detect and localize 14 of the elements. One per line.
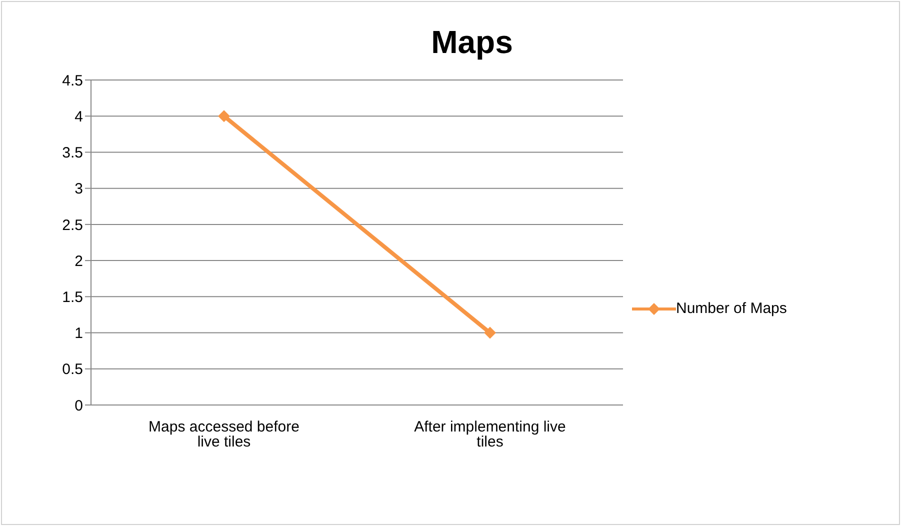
y-tick-label: 0.5 — [62, 361, 83, 378]
y-tick-label: 1.5 — [62, 288, 83, 306]
y-tick-label: 3.5 — [62, 144, 83, 162]
y-tick-label: 4.5 — [62, 72, 83, 90]
y-tick-label: 2 — [74, 252, 83, 270]
legend-label: Number of Maps — [676, 300, 787, 317]
x-tick-label: After implementing live tiles — [414, 418, 566, 451]
y-tick-label: 1 — [74, 325, 83, 342]
y-tick-label: 0 — [74, 397, 83, 414]
y-tick-label: 2.5 — [62, 216, 83, 234]
y-tick-label: 4 — [74, 108, 83, 126]
y-tick-label: 3 — [74, 180, 83, 198]
x-tick-label: Maps accessed before live tiles — [148, 418, 300, 451]
chart-title: Maps — [430, 24, 514, 61]
